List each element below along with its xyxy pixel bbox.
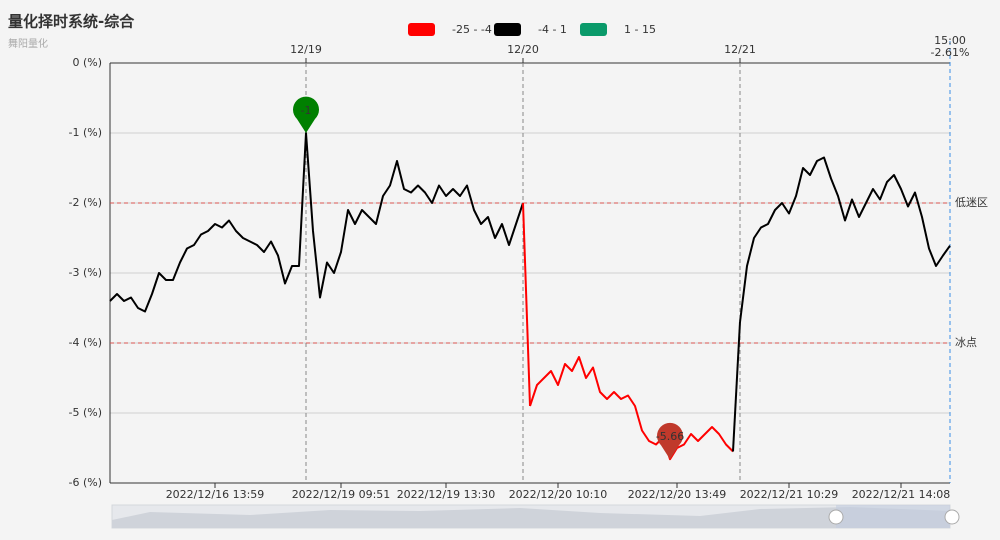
slider-window[interactable] <box>836 505 950 528</box>
chart-title: 量化择时系统-综合 <box>8 13 135 31</box>
x-tick-label: 2022/12/20 10:10 <box>509 488 608 501</box>
series-line <box>739 156 951 323</box>
x-tick-label: 2022/12/19 09:51 <box>292 488 391 501</box>
cursor-time: 15:00 <box>934 34 966 47</box>
slider-handle[interactable] <box>944 509 960 525</box>
day-mark-label: 12/20 <box>507 43 539 56</box>
y-tick-label: -4 (%) <box>69 336 103 349</box>
legend-swatch[interactable] <box>580 23 607 36</box>
marker-label: -5.66 <box>656 430 684 443</box>
marker-pin <box>657 422 684 460</box>
series-line <box>109 132 524 313</box>
x-tick-label: 2022/12/21 10:29 <box>740 488 839 501</box>
x-tick-label: 2022/12/16 13:59 <box>166 488 265 501</box>
x-tick-label: 2022/12/21 14:08 <box>852 488 951 501</box>
x-tick-label: 2022/12/19 13:30 <box>397 488 496 501</box>
legend-label: -4 - 1 <box>538 23 567 36</box>
marker-pin <box>293 96 319 133</box>
cursor-value: -2.61% <box>931 46 970 59</box>
x-tick-label: 2022/12/20 13:49 <box>628 488 727 501</box>
y-tick-label: -3 (%) <box>69 266 103 279</box>
series-connector <box>522 202 531 407</box>
legend-label: 1 - 15 <box>624 23 656 36</box>
legend-swatch[interactable] <box>494 23 521 36</box>
marker-label: -1 <box>301 104 312 117</box>
threshold-label: 冰点 <box>955 336 977 349</box>
day-mark-label: 12/21 <box>724 43 756 56</box>
series-connector <box>732 321 741 452</box>
zoom-slider[interactable] <box>111 504 960 529</box>
y-tick-label: -1 (%) <box>69 126 103 139</box>
threshold-label: 低迷区 <box>955 196 988 209</box>
y-tick-label: 0 (%) <box>72 56 102 69</box>
series-line <box>529 356 734 461</box>
chart-subtitle: 舞阳量化 <box>8 37 48 50</box>
slider-handle[interactable] <box>828 509 844 525</box>
day-mark-label: 12/19 <box>290 43 322 56</box>
slider-preview <box>112 507 950 528</box>
y-tick-label: -2 (%) <box>69 196 103 209</box>
legend-label: -25 - -4 <box>452 23 492 36</box>
y-tick-label: -5 (%) <box>69 406 103 419</box>
legend-swatch[interactable] <box>408 23 435 36</box>
y-tick-label: -6 (%) <box>69 476 103 489</box>
